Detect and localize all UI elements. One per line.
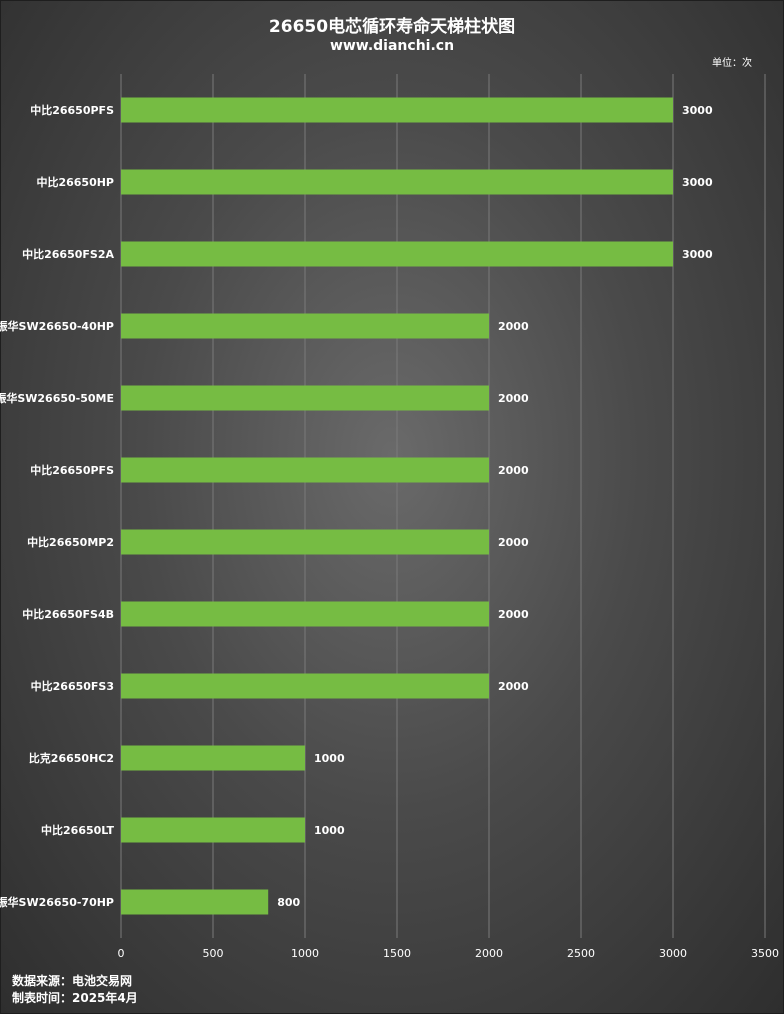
bar-5 bbox=[121, 457, 489, 483]
x-tick-label-5: 2500 bbox=[567, 947, 595, 960]
bar-0 bbox=[121, 97, 673, 123]
data-label-8: 2000 bbox=[498, 680, 529, 693]
category-label-11: 振华SW26650-70HP bbox=[0, 895, 114, 909]
bar-10 bbox=[121, 817, 305, 843]
bar-11 bbox=[121, 889, 269, 915]
data-label-3: 2000 bbox=[498, 320, 529, 333]
category-label-5: 中比26650PFS bbox=[30, 463, 114, 477]
bar-3 bbox=[121, 313, 489, 339]
data-label-7: 2000 bbox=[498, 608, 529, 621]
category-label-8: 中比26650FS3 bbox=[31, 679, 114, 693]
data-source-note: 数据来源：电池交易网 bbox=[12, 974, 133, 988]
bar-9 bbox=[121, 745, 305, 771]
x-tick-label-2: 1000 bbox=[291, 947, 319, 960]
bar-4 bbox=[121, 385, 489, 411]
bar-6 bbox=[121, 529, 489, 555]
category-label-3: 振华SW26650-40HP bbox=[0, 319, 114, 333]
chart-title: 26650电芯循环寿命天梯柱状图 bbox=[268, 17, 516, 37]
category-label-2: 中比26650FS2A bbox=[22, 247, 114, 261]
data-label-5: 2000 bbox=[498, 464, 529, 477]
category-label-10: 中比26650LT bbox=[41, 823, 114, 837]
bar-2 bbox=[121, 241, 673, 267]
data-label-4: 2000 bbox=[498, 392, 529, 405]
x-tick-label-0: 0 bbox=[118, 947, 125, 960]
bar-8 bbox=[121, 673, 489, 699]
data-label-1: 3000 bbox=[682, 176, 713, 189]
data-label-2: 3000 bbox=[682, 248, 713, 261]
chart-subtitle: www.dianchi.cn bbox=[329, 38, 455, 54]
table-date-note: 制表时间：2025年4月 bbox=[12, 991, 138, 1005]
x-tick-label-7: 3500 bbox=[751, 947, 779, 960]
x-tick-label-6: 3000 bbox=[659, 947, 687, 960]
category-label-6: 中比26650MP2 bbox=[27, 535, 114, 549]
x-tick-label-1: 500 bbox=[203, 947, 224, 960]
category-label-9: 比克26650HC2 bbox=[29, 751, 114, 765]
x-tick-label-3: 1500 bbox=[383, 947, 411, 960]
category-label-7: 中比26650FS4B bbox=[22, 607, 114, 621]
bar-7 bbox=[121, 601, 489, 627]
category-label-0: 中比26650PFS bbox=[30, 103, 114, 117]
x-tick-label-4: 2000 bbox=[475, 947, 503, 960]
category-label-4: 振华SW26650-50ME bbox=[0, 391, 114, 405]
data-label-0: 3000 bbox=[682, 104, 713, 117]
data-label-9: 1000 bbox=[314, 752, 345, 765]
unit-label: 单位：次 bbox=[712, 58, 752, 69]
data-label-6: 2000 bbox=[498, 536, 529, 549]
data-label-10: 1000 bbox=[314, 824, 345, 837]
data-label-11: 800 bbox=[277, 896, 300, 909]
category-label-1: 中比26650HP bbox=[36, 175, 114, 189]
bar-1 bbox=[121, 169, 673, 195]
